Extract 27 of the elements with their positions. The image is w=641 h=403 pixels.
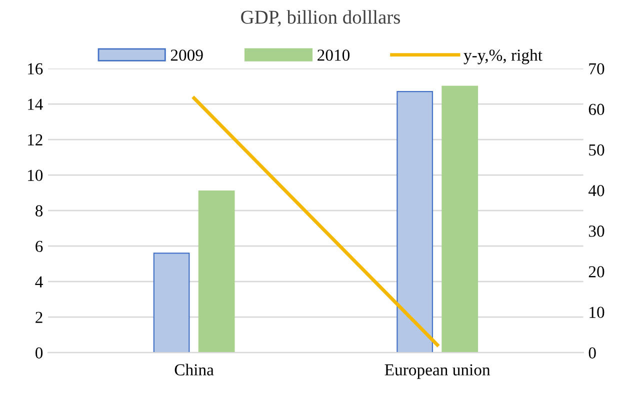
y2-tick-label: 0 xyxy=(588,347,596,359)
y-tick-label: 4 xyxy=(35,276,43,288)
y-tick-label: 12 xyxy=(28,134,42,146)
legend-label: 2010 xyxy=(318,50,350,61)
legend-label: y-y,%, right xyxy=(464,49,542,64)
y2-tick-label: 40 xyxy=(588,184,604,196)
x-tick-label: China xyxy=(174,364,214,376)
y-tick-label: 2 xyxy=(36,312,42,323)
y-tick-label: 6 xyxy=(36,240,43,252)
bar xyxy=(153,252,190,353)
y-tick-label: 0 xyxy=(36,347,43,359)
x-tick-label: European union xyxy=(384,364,490,379)
bar xyxy=(198,190,235,353)
y2-tick-label: 20 xyxy=(588,266,604,278)
legend-label: 2009 xyxy=(170,50,203,61)
y2-tick-label: 10 xyxy=(590,306,604,318)
y-tick-label: 10 xyxy=(28,170,43,181)
bar xyxy=(442,86,478,353)
chart-title: GDP, billion dolllars xyxy=(241,10,400,27)
y-tick-label: 8 xyxy=(36,205,43,217)
y2-tick-label: 60 xyxy=(588,104,604,116)
y2-tick-label: 50 xyxy=(589,144,604,156)
y-tick-label: 14 xyxy=(28,98,43,110)
bar xyxy=(396,91,434,353)
y2-tick-label: 30 xyxy=(588,226,604,237)
y-tick-label: 16 xyxy=(28,63,43,74)
y2-tick-label: 70 xyxy=(589,63,604,74)
